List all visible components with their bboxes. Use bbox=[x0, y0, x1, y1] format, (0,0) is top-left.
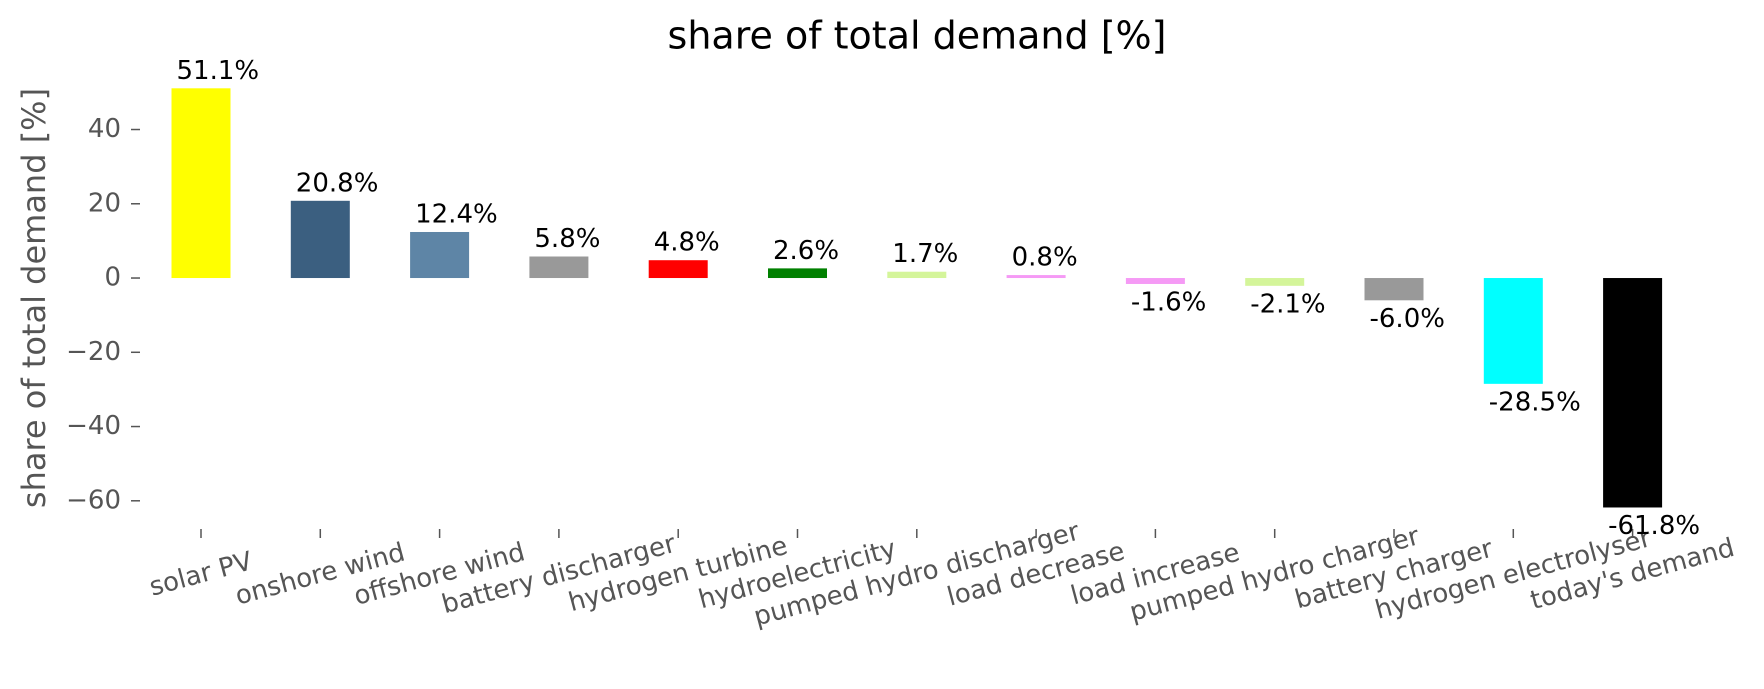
bar bbox=[290, 200, 350, 279]
value-label: -61.8% bbox=[1608, 511, 1700, 541]
bar bbox=[1364, 278, 1424, 301]
bar bbox=[1245, 278, 1305, 286]
bar bbox=[410, 231, 470, 279]
value-label: 1.7% bbox=[892, 239, 958, 269]
value-label: 0.8% bbox=[1012, 243, 1078, 273]
bar bbox=[171, 88, 231, 279]
bar bbox=[887, 271, 947, 279]
y-tick-label: 40 bbox=[88, 114, 121, 144]
value-label: -6.0% bbox=[1370, 304, 1445, 334]
value-label: 2.6% bbox=[773, 236, 839, 266]
y-tick-label: 20 bbox=[88, 188, 121, 218]
value-label: 20.8% bbox=[296, 168, 379, 198]
bar bbox=[529, 256, 589, 279]
value-label: -28.5% bbox=[1489, 387, 1581, 417]
value-label: 51.1% bbox=[177, 56, 260, 86]
bar bbox=[1603, 278, 1663, 508]
bar bbox=[648, 260, 708, 279]
bar bbox=[1483, 278, 1543, 384]
y-axis-label: share of total demand [%] bbox=[15, 88, 53, 508]
y-tick-label: −20 bbox=[66, 337, 121, 367]
y-tick-label: −40 bbox=[66, 411, 121, 441]
bar bbox=[768, 268, 827, 279]
value-label: 5.8% bbox=[534, 224, 600, 254]
value-label: 4.8% bbox=[654, 228, 720, 258]
value-label: -2.1% bbox=[1250, 289, 1325, 319]
value-label: -1.6% bbox=[1131, 287, 1206, 317]
bar bbox=[1006, 275, 1066, 279]
bar bbox=[1125, 278, 1185, 284]
y-tick-label: 0 bbox=[104, 263, 121, 293]
y-tick-label: −60 bbox=[66, 485, 121, 515]
value-label: 12.4% bbox=[415, 199, 498, 229]
chart-title: share of total demand [%] bbox=[668, 14, 1167, 58]
